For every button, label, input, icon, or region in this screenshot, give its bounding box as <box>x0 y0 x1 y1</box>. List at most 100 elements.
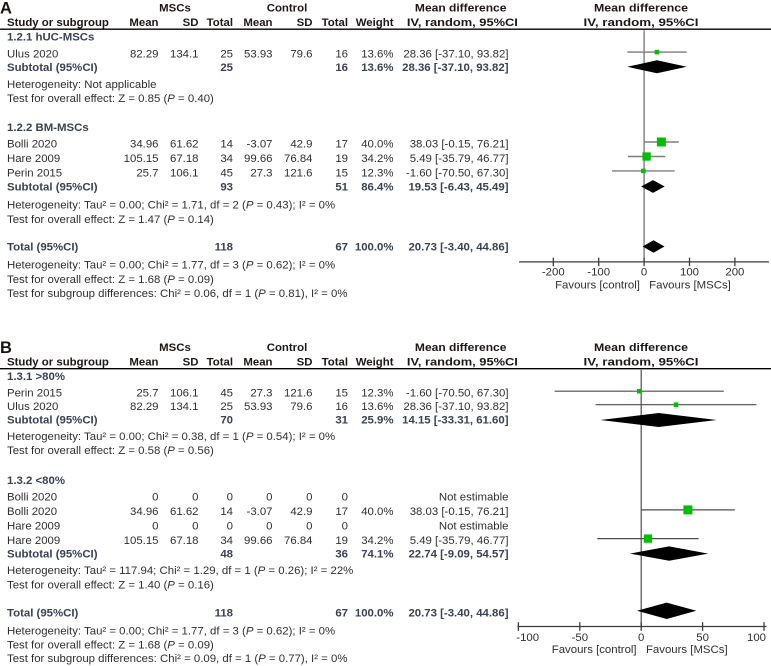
svg-text:Mean difference: Mean difference <box>594 342 688 354</box>
svg-text:Control: Control <box>267 3 308 15</box>
svg-text:0: 0 <box>266 492 272 504</box>
svg-text:15: 15 <box>335 167 348 179</box>
svg-text:118: 118 <box>215 242 233 254</box>
svg-text:-3.07: -3.07 <box>247 506 273 518</box>
svg-text:1.2.1 hUC-MSCs: 1.2.1 hUC-MSCs <box>7 31 94 43</box>
svg-text:Favours [MSCs]: Favours [MSCs] <box>649 280 731 292</box>
svg-text:15: 15 <box>335 387 348 399</box>
svg-text:Subtotal (95%CI): Subtotal (95%CI) <box>7 548 98 560</box>
svg-text:134.1: 134.1 <box>170 49 199 61</box>
svg-text:13.6%: 13.6% <box>361 62 393 74</box>
svg-text:Subtotal (95%CI): Subtotal (95%CI) <box>7 62 98 74</box>
svg-text:Weight: Weight <box>356 356 394 368</box>
svg-text:134.1: 134.1 <box>170 401 199 413</box>
svg-text:38.03 [-0.15, 76.21]: 38.03 [-0.15, 76.21] <box>410 506 509 518</box>
svg-text:Not estimable: Not estimable <box>439 521 509 533</box>
svg-text:MSCs: MSCs <box>159 342 191 354</box>
svg-text:-1.60 [-70.50, 67.30]: -1.60 [-70.50, 67.30] <box>406 167 509 179</box>
svg-text:25.7: 25.7 <box>136 167 158 179</box>
svg-text:106.1: 106.1 <box>170 387 199 399</box>
svg-text:118: 118 <box>215 608 233 620</box>
svg-text:Heterogeneity: Not applicable: Heterogeneity: Not applicable <box>7 79 156 91</box>
svg-text:38.03 [-0.15, 76.21]: 38.03 [-0.15, 76.21] <box>410 139 509 151</box>
svg-text:14: 14 <box>220 506 233 518</box>
svg-text:Favours [MSCs]: Favours [MSCs] <box>646 644 728 656</box>
svg-text:Test for overall effect: Z = 1: Test for overall effect: Z = 1.68 (P = 0… <box>7 274 214 286</box>
svg-text:Mean difference: Mean difference <box>415 342 507 354</box>
svg-text:0: 0 <box>342 521 348 533</box>
svg-text:IV, random, 95%CI: IV, random, 95%CI <box>407 356 518 368</box>
svg-text:16: 16 <box>335 49 348 61</box>
svg-text:Not estimable: Not estimable <box>439 492 509 504</box>
svg-text:0: 0 <box>227 521 233 533</box>
svg-text:79.6: 79.6 <box>290 401 312 413</box>
svg-text:13.6%: 13.6% <box>361 49 393 61</box>
svg-text:100: 100 <box>680 266 699 278</box>
svg-text:61.62: 61.62 <box>170 139 199 151</box>
svg-text:Test for overall effect: Z = 1: Test for overall effect: Z = 1.47 (P = 0… <box>7 214 214 226</box>
svg-text:100.0%: 100.0% <box>355 242 394 254</box>
svg-text:36: 36 <box>335 548 348 560</box>
svg-text:Bolli 2020: Bolli 2020 <box>7 139 57 151</box>
svg-text:0: 0 <box>152 492 158 504</box>
svg-text:74.1%: 74.1% <box>361 548 393 560</box>
svg-text:61.62: 61.62 <box>170 506 199 518</box>
svg-text:50: 50 <box>696 632 709 644</box>
svg-text:121.6: 121.6 <box>284 387 313 399</box>
svg-text:93: 93 <box>220 182 233 194</box>
svg-text:70: 70 <box>220 415 233 427</box>
svg-text:Subtotal (95%CI): Subtotal (95%CI) <box>7 415 98 427</box>
svg-text:Ulus 2020: Ulus 2020 <box>7 401 58 413</box>
svg-text:Perin 2015: Perin 2015 <box>7 387 62 399</box>
svg-text:34.96: 34.96 <box>130 506 159 518</box>
svg-text:-1.60 [-70.50, 67.30]: -1.60 [-70.50, 67.30] <box>406 387 509 399</box>
svg-text:20.73 [-3.40, 44.86]: 20.73 [-3.40, 44.86] <box>408 608 508 620</box>
svg-text:Mean: Mean <box>129 356 158 368</box>
svg-text:28.36 [-37.10, 93.82]: 28.36 [-37.10, 93.82] <box>402 62 509 74</box>
svg-text:42.9: 42.9 <box>290 139 312 151</box>
svg-text:14.15 [-33.31, 61.60]: 14.15 [-33.31, 61.60] <box>402 415 509 427</box>
svg-text:25: 25 <box>220 49 233 61</box>
svg-text:Subtotal (95%CI): Subtotal (95%CI) <box>7 182 98 194</box>
svg-text:40.0%: 40.0% <box>361 506 393 518</box>
svg-text:Hare 2009: Hare 2009 <box>7 521 60 533</box>
svg-text:Total: Total <box>322 17 348 29</box>
svg-text:34.96: 34.96 <box>130 139 159 151</box>
svg-text:Test for overall effect: Z = 0: Test for overall effect: Z = 0.58 (P = 0… <box>7 445 214 457</box>
svg-text:27.3: 27.3 <box>250 167 272 179</box>
svg-text:0: 0 <box>638 632 644 644</box>
svg-text:42.9: 42.9 <box>290 506 312 518</box>
svg-text:99.66: 99.66 <box>244 153 273 165</box>
svg-text:Perin 2015: Perin 2015 <box>7 167 62 179</box>
svg-text:17: 17 <box>335 139 348 151</box>
svg-text:0: 0 <box>192 521 198 533</box>
svg-text:SD: SD <box>183 17 199 29</box>
svg-text:76.84: 76.84 <box>284 535 313 547</box>
svg-text:Mean difference: Mean difference <box>415 3 507 15</box>
svg-text:45: 45 <box>220 167 233 179</box>
svg-text:28.36 [-37.10, 93.82]: 28.36 [-37.10, 93.82] <box>403 49 508 61</box>
svg-text:Study or subgroup: Study or subgroup <box>7 17 109 29</box>
svg-text:Test for overall effect: Z = 1: Test for overall effect: Z = 1.68 (P = 0… <box>7 639 214 651</box>
svg-text:76.84: 76.84 <box>284 153 313 165</box>
svg-text:25.9%: 25.9% <box>361 415 393 427</box>
svg-text:-50: -50 <box>572 632 588 644</box>
svg-text:1.2.2 BM-MSCs: 1.2.2 BM-MSCs <box>7 122 89 134</box>
svg-text:0: 0 <box>641 266 647 278</box>
svg-text:0: 0 <box>266 521 272 533</box>
svg-text:MSCs: MSCs <box>159 3 191 15</box>
svg-text:Heterogeneity: Tau² = 117.94;: Heterogeneity: Tau² = 117.94; Chi² = 1.2… <box>7 565 353 577</box>
svg-text:A: A <box>0 0 12 18</box>
svg-text:82.29: 82.29 <box>130 49 159 61</box>
svg-text:67: 67 <box>335 608 348 620</box>
svg-text:5.49 [-35.79, 46.77]: 5.49 [-35.79, 46.77] <box>410 535 509 547</box>
svg-text:0: 0 <box>342 492 348 504</box>
svg-text:100: 100 <box>747 632 766 644</box>
svg-text:34: 34 <box>220 153 233 165</box>
svg-text:17: 17 <box>335 506 348 518</box>
svg-text:13.6%: 13.6% <box>361 401 393 413</box>
svg-text:-3.07: -3.07 <box>247 139 273 151</box>
svg-text:53.93: 53.93 <box>244 49 273 61</box>
svg-text:16: 16 <box>335 401 348 413</box>
svg-text:Test for overall effect: Z = 0: Test for overall effect: Z = 0.85 (P = 0… <box>7 93 214 105</box>
